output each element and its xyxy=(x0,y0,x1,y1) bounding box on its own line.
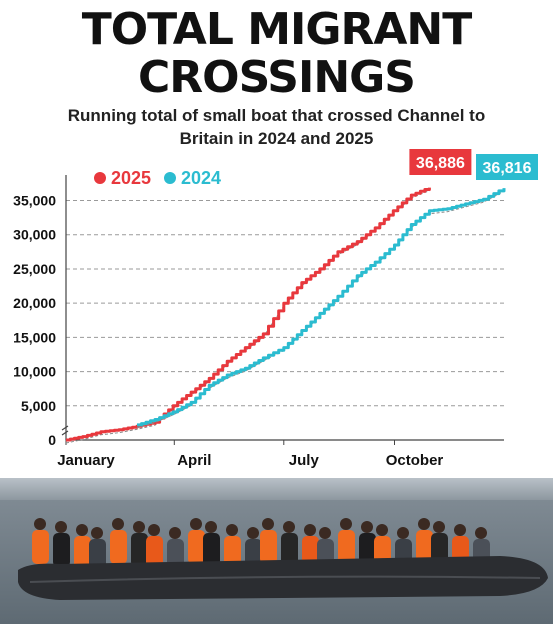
series-lines xyxy=(65,187,506,444)
passenger-head xyxy=(133,521,145,533)
end-label-2024: 36,816 xyxy=(483,160,532,177)
dinghy xyxy=(18,556,548,600)
y-tick-label: 5,000 xyxy=(21,398,56,414)
passenger-head xyxy=(169,527,181,539)
end-label-2025: 36,886 xyxy=(416,155,465,172)
passenger-head xyxy=(148,524,160,536)
headline-line-2: CROSSINGS xyxy=(138,52,416,103)
passenger-head xyxy=(190,518,202,530)
end-labels: 36,886 36,816 xyxy=(409,149,538,180)
legend: 2025 2024 xyxy=(94,168,221,188)
y-tick-label: 20,000 xyxy=(13,295,56,311)
x-tick-label: October xyxy=(386,452,444,469)
passenger-body xyxy=(281,533,298,567)
subhead-line-2: Britain in 2024 and 2025 xyxy=(179,129,374,148)
passenger-head xyxy=(283,521,295,533)
passenger-head xyxy=(112,518,124,530)
x-axis: January April July October xyxy=(57,439,504,469)
passenger-head xyxy=(376,524,388,536)
y-tick-label: 10,000 xyxy=(13,364,56,380)
legend-swatch-2025 xyxy=(94,172,106,184)
x-tick-label: July xyxy=(289,452,320,469)
passenger-body xyxy=(146,536,163,570)
passenger-body xyxy=(188,530,205,564)
passenger-body xyxy=(110,530,127,564)
y-axis: 0 5,000 10,000 15,000 20,000 25,000 30,000 35,0… xyxy=(13,175,69,448)
subhead: Running total of small boat that crossed… xyxy=(40,104,513,150)
passenger-body xyxy=(203,533,220,567)
axis-break-mark xyxy=(61,425,69,436)
passenger-body xyxy=(74,536,91,570)
legend-label-2025: 2025 xyxy=(111,168,151,188)
passenger-head xyxy=(475,527,487,539)
y-tick-label: 30,000 xyxy=(13,227,56,243)
passenger-head xyxy=(262,518,274,530)
series-line-2024 xyxy=(137,188,506,427)
legend-swatch-2024 xyxy=(164,172,176,184)
gridlines xyxy=(66,200,504,407)
passenger-head xyxy=(34,518,46,530)
passenger-head xyxy=(340,518,352,530)
migrant-boat-photo xyxy=(0,478,553,624)
passenger-body xyxy=(338,530,355,564)
passenger-head xyxy=(76,524,88,536)
y-tick-label: 15,000 xyxy=(13,329,56,345)
y-tick-label: 25,000 xyxy=(13,261,56,277)
passenger-body xyxy=(260,530,277,564)
subhead-line-1: Running total of small boat that crossed… xyxy=(67,106,486,125)
y-tick-label: 0 xyxy=(48,432,56,448)
passenger-head xyxy=(247,527,259,539)
headline: TOTAL MIGRANT CROSSINGS xyxy=(0,6,553,102)
passenger-body xyxy=(53,533,70,567)
passenger-head xyxy=(55,521,67,533)
passenger-head xyxy=(397,527,409,539)
x-tick-label: January xyxy=(57,452,115,469)
passenger-head xyxy=(319,527,331,539)
x-tick-label: April xyxy=(177,452,211,469)
headline-line-1: TOTAL MIGRANT xyxy=(81,4,472,55)
series-line-2025 xyxy=(66,187,431,442)
passenger-body xyxy=(416,530,433,564)
y-tick-label: 35,000 xyxy=(13,193,56,209)
passenger-head xyxy=(304,524,316,536)
passenger-head xyxy=(205,521,217,533)
passenger-body xyxy=(32,530,49,564)
passenger-head xyxy=(433,521,445,533)
passenger-body xyxy=(131,533,148,567)
trend-line-2025 xyxy=(65,190,430,444)
line-chart: 0 5,000 10,000 15,000 20,000 25,000 30,000 35,0… xyxy=(13,149,538,469)
passenger-head xyxy=(454,524,466,536)
end-label-box-2024 xyxy=(476,154,538,180)
end-label-box-2025 xyxy=(409,149,472,175)
legend-label-2024: 2024 xyxy=(181,168,221,188)
passenger-head xyxy=(418,518,430,530)
passenger-head xyxy=(91,527,103,539)
passenger-head xyxy=(361,521,373,533)
passenger-head xyxy=(226,524,238,536)
